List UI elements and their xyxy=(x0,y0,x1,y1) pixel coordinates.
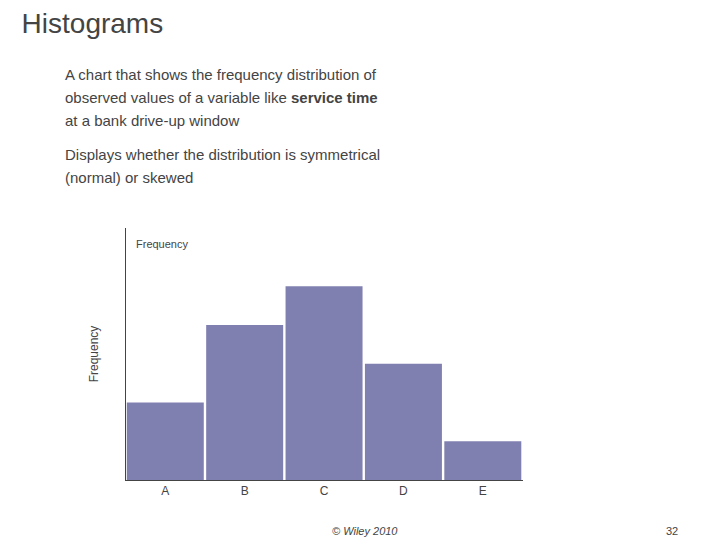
svg-text:A: A xyxy=(161,484,169,498)
svg-text:A chart that shows the frequen: A chart that shows the frequency distrib… xyxy=(65,66,377,83)
svg-text:Histograms: Histograms xyxy=(22,8,164,39)
svg-text:Frequency: Frequency xyxy=(136,238,188,250)
svg-text:D: D xyxy=(399,484,408,498)
svg-text:(normal) or skewed: (normal) or skewed xyxy=(65,169,193,186)
svg-text:B: B xyxy=(241,484,249,498)
svg-text:at a bank drive-up window: at a bank drive-up window xyxy=(65,112,239,129)
svg-text:C: C xyxy=(320,484,329,498)
svg-text:32: 32 xyxy=(666,525,678,537)
svg-text:Displays whether the distribut: Displays whether the distribution is sym… xyxy=(65,146,380,163)
svg-text:E: E xyxy=(479,484,487,498)
svg-text:observed values of a variable: observed values of a variable like servi… xyxy=(65,89,378,106)
svg-text:© Wiley 2010: © Wiley 2010 xyxy=(332,525,398,537)
svg-text:Frequency: Frequency xyxy=(87,326,101,383)
